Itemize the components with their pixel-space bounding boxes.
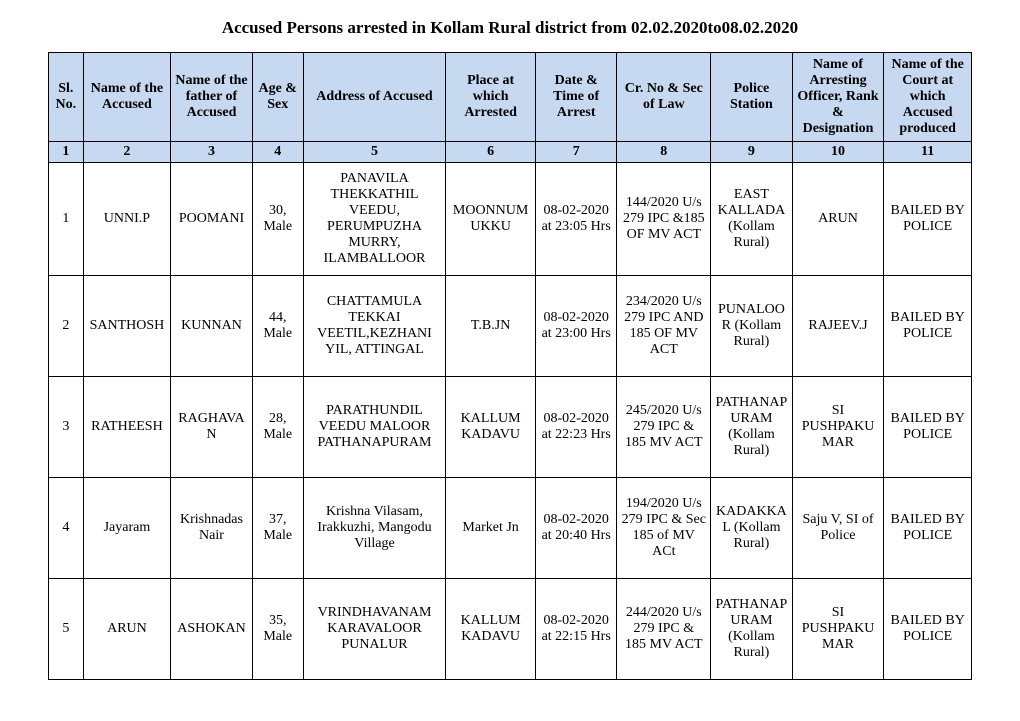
col-header-crno: Cr. No & Sec of Law xyxy=(617,53,711,142)
col-num: 3 xyxy=(171,142,253,163)
cell-address: VRINDHAVANAM KARAVALOOR PUNALUR xyxy=(303,579,446,680)
col-header-court: Name of the Court at which Accused produ… xyxy=(884,53,972,142)
table-header-row: Sl. No. Name of the Accused Name of the … xyxy=(49,53,972,142)
col-header-name: Name of the Accused xyxy=(83,53,171,142)
col-header-age: Age & Sex xyxy=(252,53,303,142)
cell-crno: 234/2020 U/s 279 IPC AND 185 OF MV ACT xyxy=(617,276,711,377)
table-row: 3 RATHEESH RAGHAVAN 28, Male PARATHUNDIL… xyxy=(49,377,972,478)
cell-age: 30, Male xyxy=(252,163,303,276)
cell-station: PUNALOOR (Kollam Rural) xyxy=(711,276,793,377)
cell-father: Krishnadas Nair xyxy=(171,478,253,579)
cell-slno: 4 xyxy=(49,478,84,579)
cell-place: KALLUM KADAVU xyxy=(446,377,536,478)
cell-name: Jayaram xyxy=(83,478,171,579)
cell-date: 08-02-2020 at 23:00 Hrs xyxy=(535,276,617,377)
cell-age: 35, Male xyxy=(252,579,303,680)
cell-address: CHATTAMULA TEKKAI VEETIL,KEZHANI YIL, AT… xyxy=(303,276,446,377)
table-row: 5 ARUN ASHOKAN 35, Male VRINDHAVANAM KAR… xyxy=(49,579,972,680)
cell-name: UNNI.P xyxy=(83,163,171,276)
col-header-father: Name of the father of Accused xyxy=(171,53,253,142)
col-num: 5 xyxy=(303,142,446,163)
table-row: 1 UNNI.P POOMANI 30, Male PANAVILA THEKK… xyxy=(49,163,972,276)
col-num: 11 xyxy=(884,142,972,163)
page-title: Accused Persons arrested in Kollam Rural… xyxy=(48,18,972,38)
col-header-place: Place at which Arrested xyxy=(446,53,536,142)
cell-date: 08-02-2020 at 22:23 Hrs xyxy=(535,377,617,478)
cell-age: 37, Male xyxy=(252,478,303,579)
cell-station: PATHANAPURAM (Kollam Rural) xyxy=(711,579,793,680)
col-header-address: Address of Accused xyxy=(303,53,446,142)
cell-station: PATHANAPURAM (Kollam Rural) xyxy=(711,377,793,478)
table-number-row: 1 2 3 4 5 6 7 8 9 10 11 xyxy=(49,142,972,163)
cell-station: EAST KALLADA (Kollam Rural) xyxy=(711,163,793,276)
cell-address: PARATHUNDIL VEEDU MALOOR PATHANAPURAM xyxy=(303,377,446,478)
cell-father: RAGHAVAN xyxy=(171,377,253,478)
cell-name: ARUN xyxy=(83,579,171,680)
cell-slno: 2 xyxy=(49,276,84,377)
cell-name: SANTHOSH xyxy=(83,276,171,377)
cell-slno: 5 xyxy=(49,579,84,680)
cell-court: BAILED BY POLICE xyxy=(884,478,972,579)
col-num: 7 xyxy=(535,142,617,163)
col-header-officer: Name of Arresting Officer, Rank & Design… xyxy=(792,53,884,142)
cell-date: 08-02-2020 at 23:05 Hrs xyxy=(535,163,617,276)
cell-officer: SI PUSHPAKUMAR xyxy=(792,579,884,680)
col-header-date: Date & Time of Arrest xyxy=(535,53,617,142)
cell-name: RATHEESH xyxy=(83,377,171,478)
cell-station: KADAKKAL (Kollam Rural) xyxy=(711,478,793,579)
cell-slno: 1 xyxy=(49,163,84,276)
arrests-table: Sl. No. Name of the Accused Name of the … xyxy=(48,52,972,680)
col-header-slno: Sl. No. xyxy=(49,53,84,142)
cell-crno: 244/2020 U/s 279 IPC & 185 MV ACT xyxy=(617,579,711,680)
cell-date: 08-02-2020 at 22:15 Hrs xyxy=(535,579,617,680)
cell-crno: 144/2020 U/s 279 IPC &185 OF MV ACT xyxy=(617,163,711,276)
col-num: 2 xyxy=(83,142,171,163)
cell-slno: 3 xyxy=(49,377,84,478)
cell-officer: RAJEEV.J xyxy=(792,276,884,377)
table-body: 1 UNNI.P POOMANI 30, Male PANAVILA THEKK… xyxy=(49,163,972,680)
cell-father: POOMANI xyxy=(171,163,253,276)
col-num: 8 xyxy=(617,142,711,163)
col-num: 10 xyxy=(792,142,884,163)
cell-crno: 245/2020 U/s 279 IPC & 185 MV ACT xyxy=(617,377,711,478)
cell-father: KUNNAN xyxy=(171,276,253,377)
col-num: 6 xyxy=(446,142,536,163)
col-num: 9 xyxy=(711,142,793,163)
cell-address: Krishna Vilasam, Irakkuzhi, Mangodu Vill… xyxy=(303,478,446,579)
cell-place: KALLUM KADAVU xyxy=(446,579,536,680)
cell-court: BAILED BY POLICE xyxy=(884,377,972,478)
cell-date: 08-02-2020 at 20:40 Hrs xyxy=(535,478,617,579)
cell-age: 28, Male xyxy=(252,377,303,478)
cell-court: BAILED BY POLICE xyxy=(884,276,972,377)
cell-address: PANAVILA THEKKATHIL VEEDU, PERUMPUZHA MU… xyxy=(303,163,446,276)
cell-court: BAILED BY POLICE xyxy=(884,579,972,680)
cell-crno: 194/2020 U/s 279 IPC & Sec 185 of MV ACt xyxy=(617,478,711,579)
col-header-station: Police Station xyxy=(711,53,793,142)
cell-place: Market Jn xyxy=(446,478,536,579)
cell-court: BAILED BY POLICE xyxy=(884,163,972,276)
cell-age: 44, Male xyxy=(252,276,303,377)
cell-officer: SI PUSHPAKUMAR xyxy=(792,377,884,478)
cell-place: T.B.JN xyxy=(446,276,536,377)
cell-officer: Saju V, SI of Police xyxy=(792,478,884,579)
table-row: 2 SANTHOSH KUNNAN 44, Male CHATTAMULA TE… xyxy=(49,276,972,377)
cell-father: ASHOKAN xyxy=(171,579,253,680)
col-num: 1 xyxy=(49,142,84,163)
col-num: 4 xyxy=(252,142,303,163)
cell-place: MOONNUM UKKU xyxy=(446,163,536,276)
cell-officer: ARUN xyxy=(792,163,884,276)
table-row: 4 Jayaram Krishnadas Nair 37, Male Krish… xyxy=(49,478,972,579)
